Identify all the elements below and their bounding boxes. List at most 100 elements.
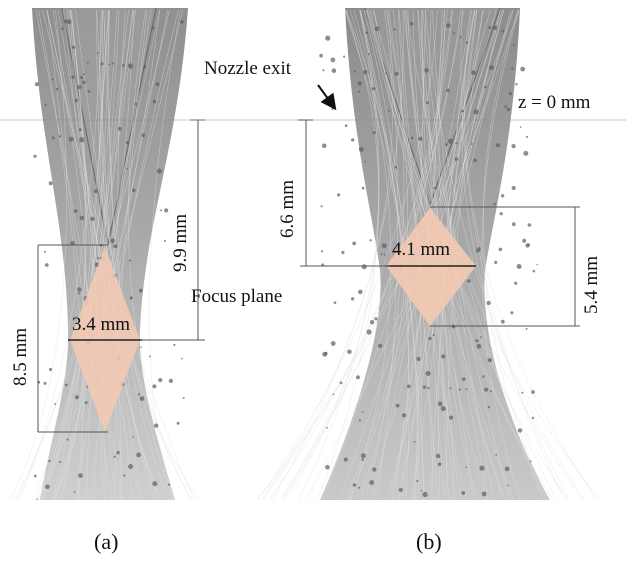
particle-dot — [361, 264, 367, 270]
particle-dot — [516, 264, 522, 269]
particle-streak — [46, 9, 113, 501]
particle-dot — [529, 460, 532, 463]
particle-dot — [44, 250, 46, 253]
particle-dot — [74, 395, 79, 400]
particle-dot — [143, 65, 146, 69]
particle-dot — [487, 406, 491, 409]
particle-dot — [355, 375, 361, 380]
particle-dot — [448, 415, 454, 420]
particle-dot — [420, 490, 423, 492]
particle-dot — [330, 341, 336, 346]
particle-dot — [501, 29, 505, 33]
particle-dot — [394, 166, 398, 169]
particle-dot — [51, 136, 55, 140]
particle-dot — [160, 209, 163, 212]
particle-dot — [437, 462, 442, 467]
particle-dot — [465, 41, 469, 44]
particle-dot — [358, 90, 361, 93]
particle-dot — [33, 154, 37, 158]
particle-dot — [422, 491, 428, 498]
particle-dot — [83, 73, 86, 76]
particle-dot — [465, 388, 468, 391]
particle-streak — [464, 9, 598, 501]
particle-dot — [116, 450, 120, 455]
particle-streak — [424, 9, 570, 501]
particle-dot — [486, 300, 491, 306]
particle-dot — [527, 223, 532, 227]
particle-dot — [344, 124, 348, 127]
particle-dot — [77, 292, 80, 295]
particle-dot — [488, 26, 492, 30]
particle-dot — [484, 85, 487, 89]
particle-dot — [371, 87, 376, 91]
particle-dot — [79, 215, 85, 221]
particle-dot — [461, 109, 465, 113]
waist-width-label-a: 3.4 mm — [72, 314, 130, 335]
particle-dot — [459, 36, 462, 39]
particle-streak — [257, 9, 438, 501]
particle-dot — [500, 194, 505, 198]
particle-dot — [163, 240, 166, 242]
particle-dot — [517, 428, 523, 433]
particle-dot — [446, 88, 450, 93]
particle-dot — [148, 355, 151, 358]
particle-dot — [84, 401, 88, 405]
particle-dot — [128, 464, 134, 469]
particle-streak — [34, 9, 87, 501]
particle-dot — [330, 57, 336, 63]
particle-dot — [447, 138, 453, 144]
particle-dot — [494, 260, 498, 264]
particle-dot — [77, 287, 82, 292]
particle-dot — [482, 375, 485, 378]
particle-dot — [504, 466, 510, 472]
nozzle-exit-arrow — [317, 84, 337, 111]
particle-dot — [71, 75, 75, 79]
particle-dot — [525, 135, 529, 138]
particle-dot — [507, 484, 509, 487]
particle-dot — [514, 281, 518, 285]
particle-dot — [473, 158, 477, 163]
particle-dot — [331, 107, 334, 111]
focus-length-label-b: 5.4 mm — [581, 256, 602, 314]
particle-dot — [87, 90, 91, 93]
particle-dot — [422, 385, 427, 389]
particle-dot — [139, 396, 145, 401]
particle-dot — [493, 25, 498, 30]
particle-dot — [445, 23, 451, 28]
particle-dot — [511, 185, 516, 191]
particle-dot — [321, 143, 327, 149]
particle-dot — [90, 216, 95, 221]
particle-dot — [141, 133, 146, 138]
particle-dot — [461, 491, 466, 495]
particle-dot — [61, 27, 64, 31]
particle-dot — [78, 473, 83, 478]
particle-dot — [532, 269, 536, 273]
particle-dot — [433, 186, 436, 190]
particle-dot — [96, 51, 99, 54]
particle-dot — [449, 387, 452, 390]
particle-dot — [181, 357, 183, 360]
particle-dot — [167, 483, 171, 486]
particle-streak — [297, 9, 380, 501]
particle-dot — [369, 480, 375, 485]
particle-dot — [377, 343, 383, 348]
particle-dot — [418, 136, 423, 141]
particle-dot — [48, 459, 51, 463]
particle-dot — [44, 263, 49, 267]
particle-dot — [331, 68, 337, 73]
particle-dot — [409, 21, 414, 26]
particle-dot — [129, 296, 133, 300]
particle-dot — [321, 250, 324, 253]
particle-dot — [465, 466, 468, 469]
focus-length-label-a: 8.5 mm — [10, 328, 31, 386]
particle-dot — [71, 45, 76, 49]
particle-dot — [168, 378, 173, 383]
particle-dot — [59, 460, 62, 463]
particle-dot — [122, 64, 125, 67]
particle-dot — [453, 32, 455, 35]
particle-dot — [394, 71, 399, 76]
particle-dot — [366, 329, 372, 335]
particle-dot — [462, 377, 466, 382]
particle-dot — [381, 243, 387, 249]
